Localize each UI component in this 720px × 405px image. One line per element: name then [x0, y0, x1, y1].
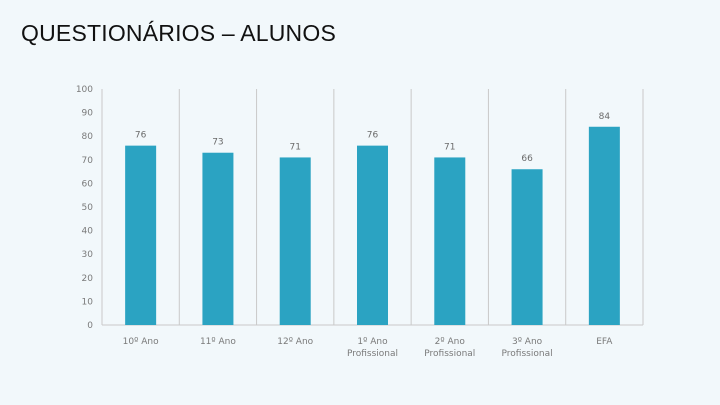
- bar: [511, 169, 543, 325]
- bar: [588, 126, 620, 325]
- x-tick-label: EFA: [596, 337, 613, 347]
- y-tick-label: 20: [82, 274, 94, 284]
- y-tick-label: 40: [82, 227, 94, 237]
- data-label: 71: [444, 142, 455, 152]
- bar: [279, 157, 311, 325]
- data-label: 66: [521, 154, 533, 164]
- x-tick-label: 10º Ano: [123, 337, 159, 347]
- x-tick-label: 1º Ano: [357, 337, 388, 347]
- y-tick-label: 30: [82, 250, 94, 260]
- bar: [202, 152, 234, 325]
- y-tick-label: 60: [82, 179, 94, 189]
- x-tick-label: Profissional: [502, 349, 553, 359]
- slide-title: QUESTIONÁRIOS – ALUNOS: [21, 20, 336, 46]
- y-tick-label: 10: [82, 297, 94, 307]
- y-tick-label: 100: [76, 85, 93, 95]
- data-label: 76: [367, 131, 379, 141]
- x-tick-label: 12º Ano: [277, 337, 313, 347]
- bar: [434, 157, 466, 325]
- data-label: 76: [135, 131, 147, 141]
- x-tick-label: 2º Ano: [435, 337, 466, 347]
- data-label: 71: [289, 142, 300, 152]
- y-tick-label: 70: [82, 156, 94, 166]
- y-tick-label: 90: [82, 109, 94, 119]
- y-tick-label: 50: [82, 203, 94, 213]
- x-tick-label: Profissional: [347, 349, 398, 359]
- data-label: 84: [599, 112, 611, 122]
- y-tick-label: 0: [87, 321, 93, 331]
- x-tick-label: Profissional: [424, 349, 475, 359]
- y-tick-label: 80: [82, 132, 94, 142]
- x-tick-label: 11º Ano: [200, 337, 236, 347]
- data-label: 73: [212, 138, 223, 148]
- bar: [125, 145, 157, 325]
- x-tick-label: 3º Ano: [512, 337, 543, 347]
- bar: [357, 145, 388, 325]
